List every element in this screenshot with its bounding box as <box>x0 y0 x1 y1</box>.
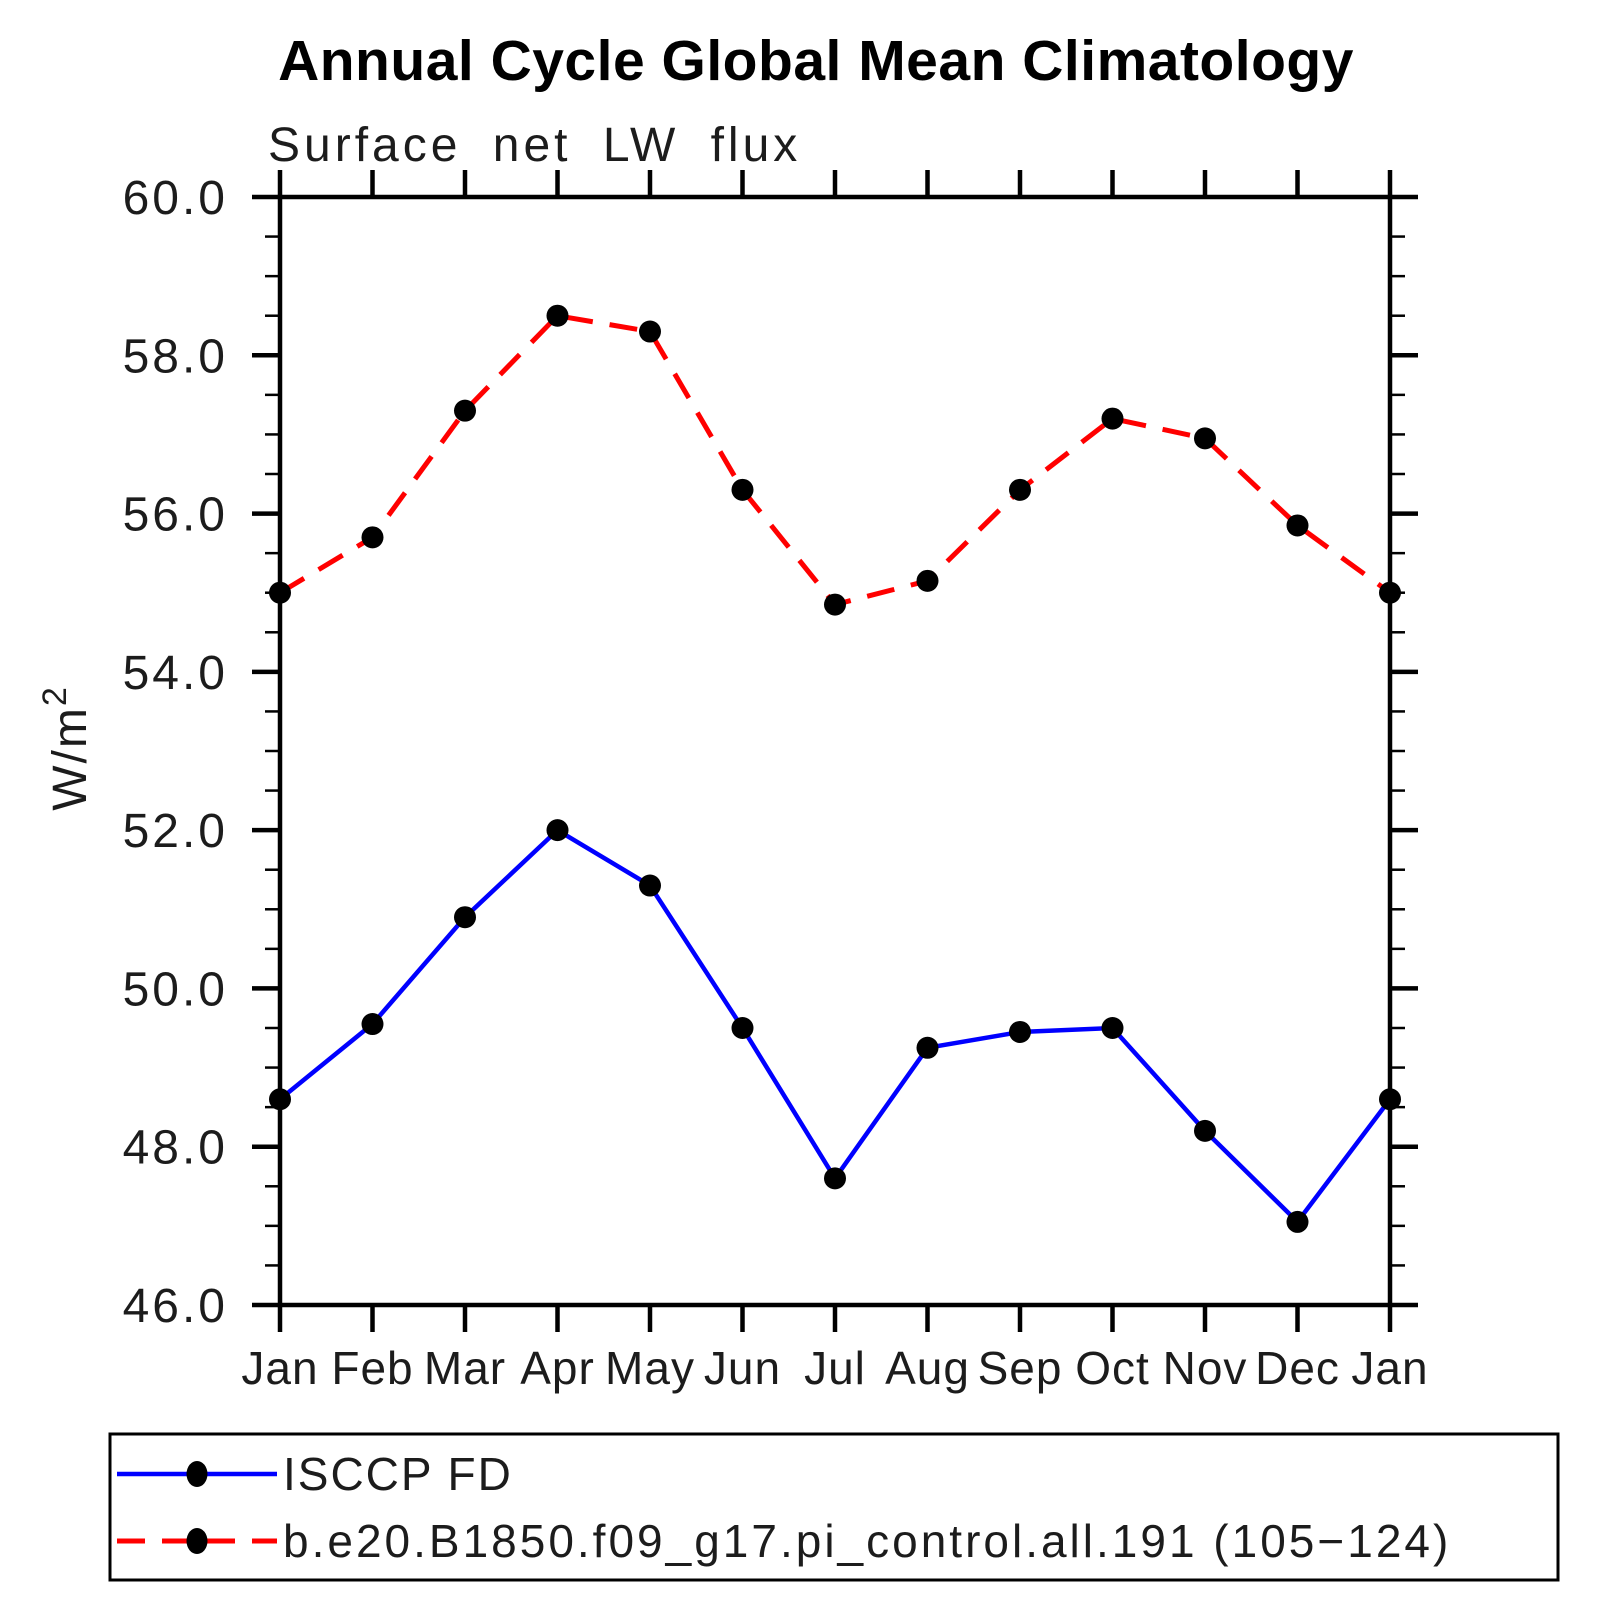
x-tick-labels-group: Jan Feb Mar Apr May Jun Jul Aug Sep Oct Nov Dec Jan <box>241 1342 1428 1394</box>
data-point-marker <box>916 1036 939 1059</box>
x-tick-label: Jul <box>804 1342 866 1394</box>
x-tick-label: Nov <box>1163 1342 1248 1394</box>
plot-frame-group <box>277 194 1393 1308</box>
data-point-marker <box>454 399 476 422</box>
axis-ticks-group <box>252 170 1418 1332</box>
x-tick-label: Jan <box>1351 1342 1428 1394</box>
data-point-marker <box>269 1088 291 1111</box>
chart-subtitle: Surface net LW flux <box>268 119 801 172</box>
x-tick-label: Sep <box>978 1342 1063 1394</box>
data-point-marker <box>1286 514 1309 537</box>
x-tick-label: May <box>605 1342 695 1394</box>
x-tick-label: Oct <box>1075 1342 1150 1394</box>
data-point-marker <box>1009 1020 1031 1043</box>
y-tick-label: 46.0 <box>123 1280 228 1333</box>
y-tick-label: 48.0 <box>123 1122 228 1175</box>
data-point-marker <box>731 478 754 501</box>
data-point-marker <box>269 581 291 604</box>
legend-marker <box>186 1461 208 1487</box>
x-tick-label: Jan <box>241 1342 318 1394</box>
data-point-marker <box>1101 407 1124 430</box>
legend-rows-group: ISCCP FD b.e20.B1850.f09_g17.pi_control.a… <box>117 1448 1451 1567</box>
data-point-marker <box>824 593 846 616</box>
y-tick-label: 60.0 <box>123 172 228 225</box>
x-tick-label: Jun <box>704 1342 781 1394</box>
data-point-marker <box>361 1013 384 1036</box>
series-group <box>269 304 1401 1233</box>
y-axis-title: W/m2 <box>36 685 97 811</box>
y-axis-title-superscript: 2 <box>36 685 74 706</box>
data-point-marker <box>1194 427 1216 450</box>
y-tick-label: 56.0 <box>123 489 228 542</box>
x-tick-label: Aug <box>885 1342 970 1394</box>
legend-label: b.e20.B1850.f09_g17.pi_control.all.191 (… <box>283 1515 1451 1567</box>
y-tick-label: 50.0 <box>123 963 228 1016</box>
data-point-marker <box>731 1017 754 1039</box>
legend: ISCCP FD b.e20.B1850.f09_g17.pi_control.a… <box>108 1432 1560 1582</box>
y-axis-title-base: W/m <box>44 706 97 811</box>
data-point-marker <box>824 1167 846 1190</box>
data-point-marker <box>546 819 569 842</box>
data-point-marker <box>1286 1210 1309 1233</box>
y-tick-label: 54.0 <box>123 647 228 700</box>
data-point-marker <box>1379 581 1401 604</box>
y-tick-labels-group: 60.0 58.0 56.0 54.0 52.0 50.0 48.0 46.0 <box>123 172 228 1333</box>
data-point-marker <box>1009 478 1031 501</box>
data-point-marker <box>361 526 384 549</box>
chart-title: Annual Cycle Global Mean Climatology <box>278 29 1354 93</box>
x-tick-label: Dec <box>1255 1342 1340 1394</box>
data-point-marker <box>1379 1088 1401 1111</box>
series-line-obs <box>278 827 1392 1226</box>
x-tick-label: Feb <box>331 1342 413 1394</box>
x-tick-label: Apr <box>520 1342 595 1394</box>
data-point-marker <box>454 906 476 929</box>
data-point-marker <box>916 569 939 592</box>
y-tick-label: 52.0 <box>123 805 228 858</box>
legend-label: ISCCP FD <box>283 1448 513 1500</box>
legend-box <box>108 1432 1560 1582</box>
series-line-model <box>278 313 1392 608</box>
data-point-marker <box>639 320 661 343</box>
legend-marker <box>186 1528 208 1554</box>
y-tick-label: 58.0 <box>123 330 228 383</box>
x-tick-label: Mar <box>424 1342 506 1394</box>
data-point-marker <box>639 874 661 897</box>
plot-frame <box>277 194 1393 1308</box>
data-point-marker <box>546 304 569 327</box>
data-point-marker <box>1101 1017 1124 1039</box>
data-point-marker <box>1194 1119 1216 1142</box>
